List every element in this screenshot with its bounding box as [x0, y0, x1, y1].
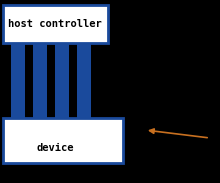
Bar: [3, 5, 108, 43]
Bar: [77, 43, 91, 128]
Bar: [55, 43, 69, 128]
Bar: [11, 43, 25, 128]
Bar: [33, 43, 47, 128]
Text: device: device: [36, 143, 74, 153]
Bar: [3, 118, 123, 163]
Text: host controller: host controller: [8, 19, 102, 29]
